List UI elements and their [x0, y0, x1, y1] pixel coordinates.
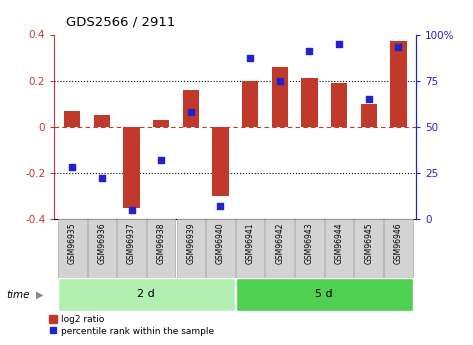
Legend: log2 ratio, percentile rank within the sample: log2 ratio, percentile rank within the s…: [50, 315, 214, 336]
Text: GSM96942: GSM96942: [275, 222, 284, 264]
Bar: [58, 219, 87, 278]
Text: GSM96945: GSM96945: [364, 222, 373, 264]
Point: [276, 78, 284, 83]
Point: [128, 207, 135, 213]
Point: [306, 48, 313, 54]
Text: GSM96938: GSM96938: [157, 222, 166, 264]
Text: GSM96939: GSM96939: [186, 222, 195, 264]
Bar: [384, 219, 413, 278]
Text: ▶: ▶: [35, 290, 43, 300]
Text: GSM96936: GSM96936: [97, 222, 106, 264]
Text: 2 d: 2 d: [138, 289, 155, 299]
Bar: [206, 219, 235, 278]
Bar: [94, 115, 110, 127]
Point: [335, 41, 343, 47]
Text: GSM96935: GSM96935: [68, 222, 77, 264]
Text: GSM96946: GSM96946: [394, 222, 403, 264]
Bar: [176, 219, 205, 278]
Bar: [242, 81, 258, 127]
Text: GSM96944: GSM96944: [334, 222, 343, 264]
Text: GDS2566 / 2911: GDS2566 / 2911: [66, 16, 175, 29]
Bar: [272, 67, 288, 127]
Bar: [360, 104, 377, 127]
Bar: [147, 219, 175, 278]
Point: [158, 157, 165, 163]
Bar: [265, 219, 294, 278]
Text: GSM96937: GSM96937: [127, 222, 136, 264]
Bar: [301, 78, 318, 127]
Bar: [331, 83, 347, 127]
Point: [365, 96, 373, 102]
Bar: [88, 219, 116, 278]
Text: time: time: [6, 290, 30, 300]
Bar: [390, 41, 407, 127]
Point: [394, 45, 402, 50]
Point: [98, 176, 105, 181]
Text: GSM96941: GSM96941: [245, 222, 254, 264]
Bar: [236, 278, 413, 310]
Bar: [236, 219, 264, 278]
Bar: [183, 90, 199, 127]
Bar: [64, 111, 80, 127]
Point: [69, 165, 76, 170]
Text: GSM96940: GSM96940: [216, 222, 225, 264]
Bar: [153, 120, 169, 127]
Bar: [212, 127, 228, 196]
Point: [187, 109, 194, 115]
Bar: [354, 219, 383, 278]
Point: [217, 204, 224, 209]
Point: [246, 56, 254, 61]
Bar: [117, 219, 146, 278]
Bar: [295, 219, 324, 278]
Bar: [123, 127, 140, 208]
Text: 5 d: 5 d: [315, 289, 333, 299]
Bar: [58, 278, 235, 310]
Bar: [325, 219, 353, 278]
Text: GSM96943: GSM96943: [305, 222, 314, 264]
